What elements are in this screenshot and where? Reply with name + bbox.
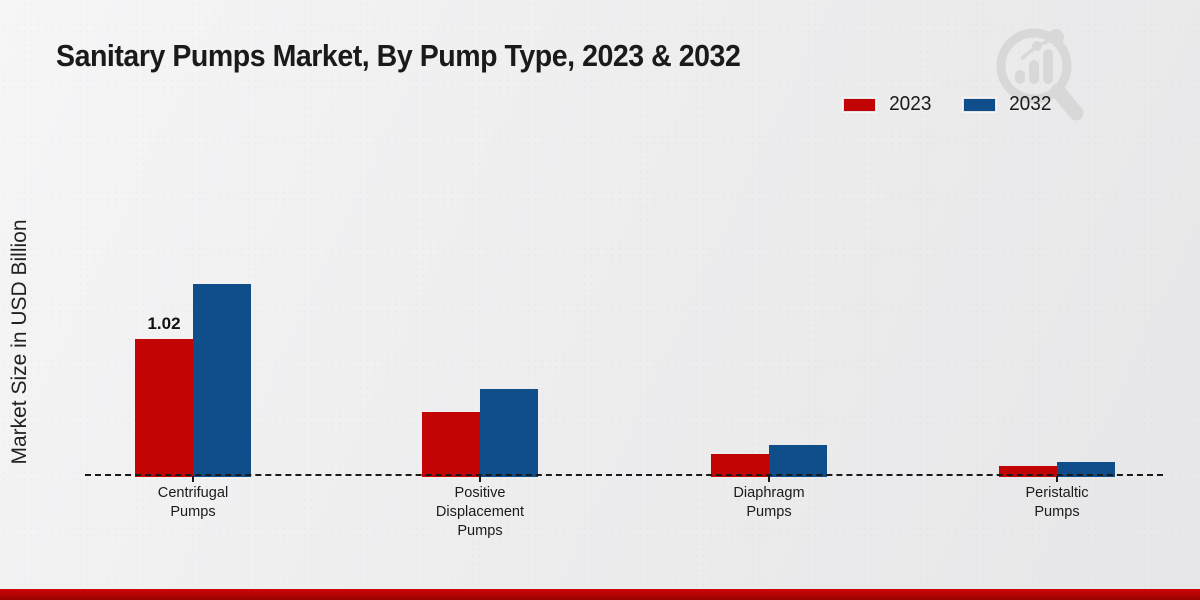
category-label-1: Positive Displacement Pumps — [435, 484, 525, 539]
category-label-3: Peristaltic Pumps — [1025, 484, 1089, 520]
bar-2023-category-3 — [999, 466, 1057, 477]
legend-item-2032: 2032 — [962, 93, 1053, 116]
bar-value-label: 1.02 — [147, 314, 181, 333]
category-label-2: Diaphragm Pumps — [733, 484, 805, 520]
legend-swatch-2023 — [843, 97, 876, 112]
x-axis-line — [85, 474, 1163, 476]
bar-2032-category-3 — [1057, 462, 1115, 477]
legend-item-2023: 2023 — [843, 93, 933, 116]
bar-2023-category-0 — [135, 339, 193, 477]
category-label-0: Centrifugal Pumps — [157, 484, 229, 520]
x-axis-tick — [1056, 476, 1058, 482]
footer-stripe — [0, 589, 1200, 600]
legend: 2023 2032 — [843, 93, 1052, 116]
magnifier-chart-logo-icon — [996, 28, 1084, 121]
bar-2023-category-1 — [422, 412, 480, 477]
chart-title: Sanitary Pumps Market, By Pump Type, 202… — [56, 38, 741, 73]
x-axis-tick — [479, 476, 481, 482]
x-axis-tick — [768, 476, 770, 482]
bar-2032-category-2 — [769, 445, 827, 477]
x-axis-tick — [192, 476, 194, 482]
bar-2032-category-1 — [480, 389, 538, 477]
legend-label-2032: 2032 — [1008, 93, 1051, 115]
bar-2032-category-0 — [193, 284, 251, 477]
legend-label-2023: 2023 — [889, 93, 932, 115]
bar-2023-category-2 — [711, 454, 769, 477]
legend-swatch-2032 — [962, 97, 996, 112]
